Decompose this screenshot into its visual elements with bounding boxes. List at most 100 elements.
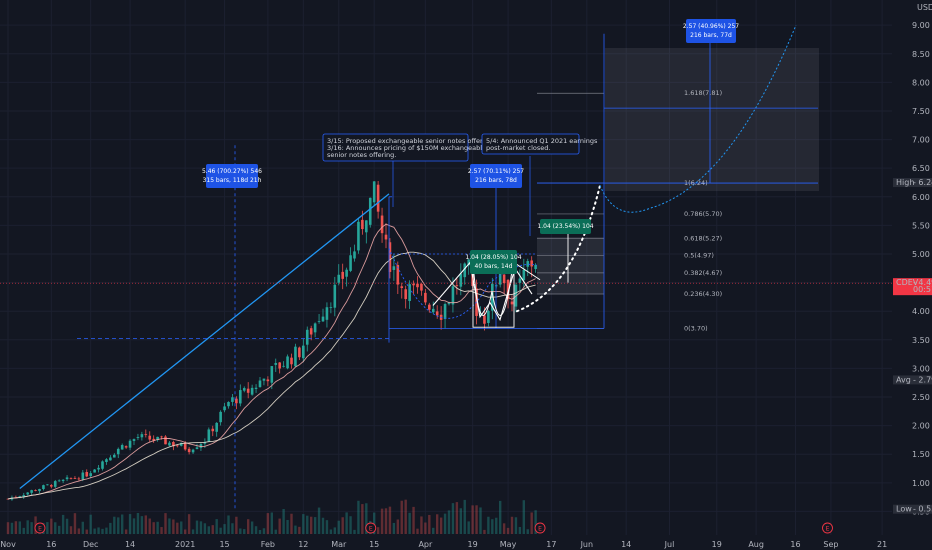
candle-body: [443, 304, 447, 320]
candle-body: [203, 442, 207, 444]
volume-bar: [246, 519, 250, 534]
candle-body: [187, 448, 191, 453]
time-tick: 17: [546, 540, 556, 549]
volume-bar: [77, 528, 81, 534]
volume-bar: [160, 527, 163, 534]
time-tick: 12: [298, 540, 308, 549]
candle-body: [396, 265, 400, 285]
candle-body: [199, 444, 203, 448]
volume-bar: [408, 512, 411, 534]
candle-body: [309, 328, 313, 335]
volume-bar: [207, 526, 211, 534]
pattern-curves: [472, 262, 514, 316]
candle-body: [463, 263, 467, 278]
volume-bar: [69, 526, 73, 534]
candle-body: [105, 459, 108, 463]
volume-bar: [10, 522, 14, 534]
fib-level-label: 0.382(4.67): [684, 269, 722, 277]
price-badge: [893, 375, 932, 385]
candle-body: [262, 378, 266, 381]
candle-body: [38, 488, 41, 492]
candle-body: [22, 495, 26, 497]
candle-body: [455, 285, 459, 286]
candle-body: [329, 307, 333, 309]
price-tick: 5.50: [912, 221, 930, 230]
price-badge-value: - 4.49: [913, 278, 932, 287]
price-tick: 7.50: [912, 107, 930, 116]
volume-bar: [93, 528, 96, 534]
volume-bar: [231, 523, 234, 534]
time-tick: 16: [790, 540, 800, 549]
earnings-marker: [365, 522, 377, 534]
price-badge-value: - 0.53: [913, 505, 932, 514]
volume-bar: [290, 513, 293, 534]
candle-body: [337, 274, 341, 283]
annotation-q1-earnings-box: [481, 133, 580, 155]
volume-bar: [349, 516, 352, 534]
time-tick: Nov: [0, 540, 16, 549]
volume-bar: [412, 506, 415, 534]
fib-level-label: 1(6.24): [684, 179, 708, 187]
moving-averages: [7, 223, 536, 500]
volume-bar: [361, 504, 364, 534]
volume-bar: [309, 516, 313, 534]
volume-bar: [302, 514, 305, 534]
time-axis[interactable]: Nov 16 Dec 14 2021 15 Feb 12 Mar 15 Apr 19 May 17 Jun 1…: [0, 522, 892, 550]
time-tick: 14: [621, 540, 631, 549]
candle-body: [6, 498, 10, 500]
drawings: [19, 24, 818, 510]
candle-body: [132, 439, 136, 441]
time-tick: 19: [468, 540, 478, 549]
price-tick: 2.50: [912, 393, 930, 402]
volume-bar: [372, 512, 376, 534]
measure-label-text: 40 bars, 14d: [475, 263, 513, 270]
candle-body: [61, 479, 65, 482]
measure-label-box: [206, 164, 258, 188]
candle-body: [416, 283, 419, 288]
volume-bar: [502, 523, 506, 534]
volume-bar: [530, 512, 533, 534]
candle-body: [392, 266, 396, 270]
candle-body: [250, 387, 254, 395]
candle-body: [211, 428, 215, 432]
volume-bar: [156, 521, 159, 534]
volume-bar: [113, 516, 116, 534]
candle-body: [89, 473, 92, 477]
candle-body: [447, 302, 451, 305]
candle-body: [487, 311, 490, 323]
annotation-notes-offering-box: [322, 133, 469, 162]
volume-bar: [132, 518, 136, 534]
volume-bar: [30, 522, 33, 534]
volume-bar: [357, 500, 360, 534]
price-tick: 8.50: [912, 50, 930, 59]
volume-bar: [136, 512, 140, 534]
volume-bar: [388, 506, 392, 534]
volume-bar: [239, 528, 242, 534]
volume-bar: [353, 529, 356, 534]
volume-bar: [89, 514, 92, 534]
candle-body: [384, 234, 388, 240]
candle-body: [144, 434, 148, 435]
candle-body: [46, 484, 49, 486]
time-tick: May: [500, 540, 517, 549]
volume-bar: [514, 517, 518, 534]
candle-body: [124, 446, 128, 448]
volume-bar: [258, 529, 262, 534]
candle-body: [183, 443, 187, 450]
volume-bar: [380, 508, 384, 534]
measure-label-text: 1.04 (28.05%) 104: [465, 254, 521, 261]
volume-bars: [6, 499, 537, 534]
candle-body: [195, 447, 199, 450]
volume-bar: [274, 529, 277, 534]
volume-bar: [73, 513, 77, 534]
volume-bar: [250, 521, 254, 534]
candle-body: [148, 435, 152, 440]
volume-bar: [329, 529, 333, 534]
time-tick: 19: [712, 540, 722, 549]
candle-body: [219, 411, 222, 423]
candle-body: [522, 269, 526, 281]
time-tick: Aug: [748, 540, 764, 549]
price-tick: 1.00: [912, 479, 930, 488]
